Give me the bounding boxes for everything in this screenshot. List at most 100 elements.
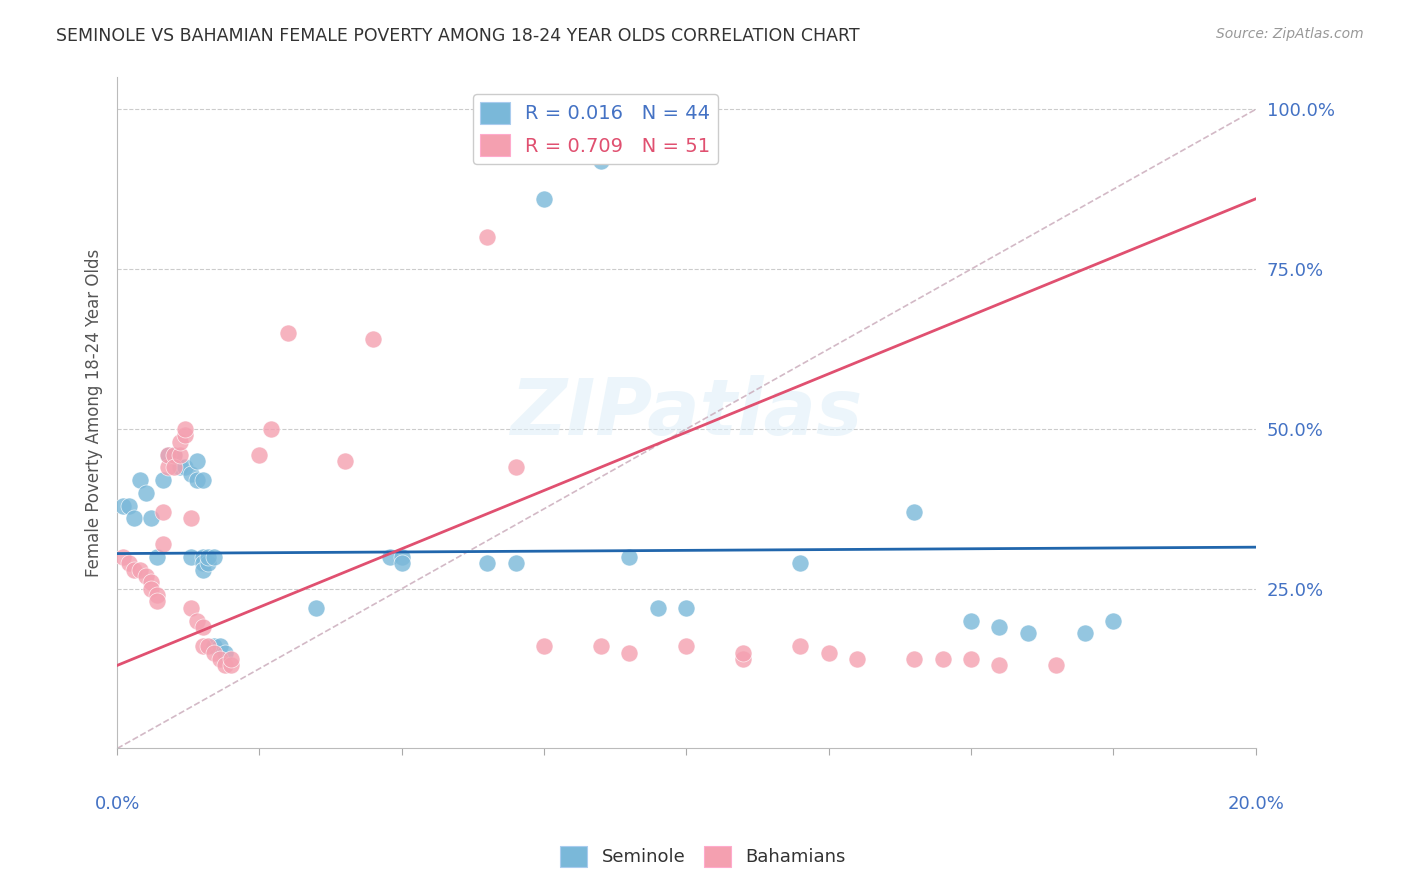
Point (163, 448, 186, 462)
Point (214, 646, 236, 660)
Point (277, 326, 299, 340)
Point (135, 486, 157, 500)
Point (122, 562, 145, 576)
Point (169, 448, 191, 462)
Point (675, 600, 697, 615)
Point (380, 549, 402, 564)
Point (477, 556, 499, 570)
Point (152, 505, 174, 519)
Point (619, 549, 641, 564)
Point (305, 600, 328, 615)
Point (157, 460, 180, 475)
Point (733, 652, 755, 666)
Point (903, 505, 925, 519)
Point (111, 499, 134, 513)
Point (846, 652, 869, 666)
Point (733, 646, 755, 660)
Point (1102, 614, 1125, 628)
Point (1045, 658, 1067, 673)
Point (202, 549, 225, 564)
Legend: R = 0.016   N = 44, R = 0.709   N = 51: R = 0.016 N = 44, R = 0.709 N = 51 (472, 94, 718, 164)
Point (135, 569, 157, 583)
Point (180, 467, 202, 481)
Point (174, 422, 197, 436)
Point (197, 549, 219, 564)
Point (186, 473, 208, 487)
Point (214, 658, 236, 673)
Point (180, 511, 202, 525)
Point (988, 620, 1011, 634)
Point (191, 620, 214, 634)
Point (122, 511, 145, 525)
Point (157, 448, 180, 462)
Point (191, 562, 214, 576)
Point (191, 639, 214, 653)
Point (249, 448, 271, 462)
Point (180, 600, 202, 615)
Point (533, 192, 555, 206)
Point (174, 428, 197, 442)
Point (477, 230, 499, 244)
Point (111, 549, 134, 564)
Point (391, 556, 413, 570)
Legend: Seminole, Bahamians: Seminole, Bahamians (553, 838, 853, 874)
Point (163, 448, 186, 462)
Point (202, 639, 225, 653)
Point (505, 460, 527, 475)
Point (1074, 626, 1097, 640)
Point (163, 460, 186, 475)
Point (169, 460, 191, 475)
Point (180, 549, 202, 564)
Point (208, 652, 231, 666)
Point (589, 639, 612, 653)
Point (191, 549, 214, 564)
Point (146, 594, 169, 608)
Point (174, 460, 197, 475)
Point (208, 639, 231, 653)
Point (960, 614, 983, 628)
Point (260, 422, 283, 436)
Point (505, 556, 527, 570)
Text: ZIPatlas: ZIPatlas (510, 375, 862, 451)
Point (152, 473, 174, 487)
Point (191, 556, 214, 570)
Point (197, 639, 219, 653)
Point (152, 537, 174, 551)
Point (533, 639, 555, 653)
Point (197, 556, 219, 570)
Point (186, 614, 208, 628)
Point (117, 556, 139, 570)
Point (960, 652, 983, 666)
Point (789, 556, 811, 570)
Point (117, 499, 139, 513)
Text: 0.0%: 0.0% (94, 796, 139, 814)
Point (219, 652, 242, 666)
Point (675, 639, 697, 653)
Point (157, 448, 180, 462)
Point (589, 153, 612, 168)
Point (817, 646, 839, 660)
Point (647, 600, 669, 615)
Point (1017, 626, 1039, 640)
Point (129, 473, 152, 487)
Point (141, 575, 163, 590)
Point (333, 454, 356, 468)
Point (186, 454, 208, 468)
Point (146, 549, 169, 564)
Y-axis label: Female Poverty Among 18-24 Year Olds: Female Poverty Among 18-24 Year Olds (86, 249, 103, 577)
Point (169, 434, 191, 449)
Point (391, 549, 413, 564)
Point (903, 652, 925, 666)
Point (619, 646, 641, 660)
Point (988, 658, 1011, 673)
Text: 20.0%: 20.0% (1227, 796, 1284, 814)
Text: SEMINOLE VS BAHAMIAN FEMALE POVERTY AMONG 18-24 YEAR OLDS CORRELATION CHART: SEMINOLE VS BAHAMIAN FEMALE POVERTY AMON… (56, 27, 860, 45)
Point (202, 646, 225, 660)
Point (219, 658, 242, 673)
Text: Source: ZipAtlas.com: Source: ZipAtlas.com (1216, 27, 1364, 41)
Point (141, 582, 163, 596)
Point (789, 639, 811, 653)
Point (931, 652, 953, 666)
Point (129, 562, 152, 576)
Point (141, 511, 163, 525)
